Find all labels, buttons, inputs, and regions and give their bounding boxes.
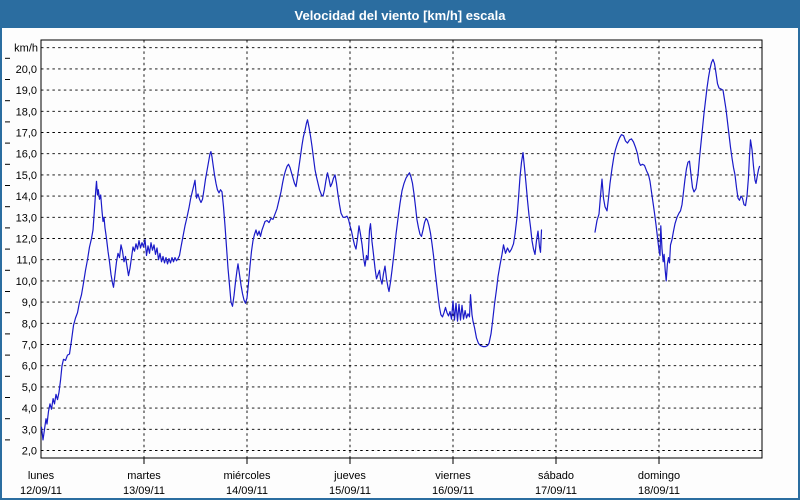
x-day-name-label: sábado: [538, 470, 574, 482]
x-day-date-label: 17/09/11: [535, 485, 577, 497]
y-tick-label: 18,0: [16, 106, 37, 118]
x-day-name-label: miércoles: [223, 470, 271, 482]
y-tick-label: 16,0: [16, 149, 37, 161]
y-tick-label: 7,0: [22, 340, 37, 352]
chart-title-bar: Velocidad del viento [km/h] escala: [2, 2, 798, 28]
wind-speed-line: [594, 58, 761, 282]
y-tick-label: 5,0: [22, 382, 37, 394]
y-tick-label: 14,0: [16, 191, 37, 203]
y-tick-label: 13,0: [16, 212, 37, 224]
y-tick-label: 10,0: [16, 276, 37, 288]
x-day-name-label: lunes: [28, 470, 55, 482]
y-tick-label: 9,0: [22, 297, 37, 309]
y-tick-label: 2,0: [22, 446, 37, 458]
y-axis-unit-label: km/h: [14, 43, 38, 55]
y-tick-label: 20,0: [16, 64, 37, 76]
y-tick-label: 6,0: [22, 361, 37, 373]
x-day-date-label: 12/09/11: [20, 485, 62, 497]
y-tick-label: 4,0: [22, 403, 37, 415]
x-day-date-label: 16/09/11: [432, 485, 474, 497]
chart-title: Velocidad del viento [km/h] escala: [294, 7, 506, 23]
x-day-name-label: viernes: [435, 470, 471, 482]
x-day-date-label: 18/09/11: [638, 485, 680, 497]
y-tick-label: 19,0: [16, 85, 37, 97]
x-day-name-label: martes: [127, 470, 161, 482]
x-day-name-label: domingo: [638, 470, 680, 482]
x-day-name-label: jueves: [333, 470, 366, 482]
y-tick-label: 15,0: [16, 170, 37, 182]
y-tick-label: 12,0: [16, 234, 37, 246]
y-tick-label: 8,0: [22, 318, 37, 330]
y-tick-label: 11,0: [16, 255, 37, 267]
wind-speed-line: [40, 119, 543, 441]
x-day-date-label: 14/09/11: [226, 485, 268, 497]
y-tick-label: 3,0: [22, 424, 37, 436]
y-tick-label: 17,0: [16, 128, 37, 140]
x-day-date-label: 13/09/11: [123, 485, 165, 497]
x-day-date-label: 15/09/11: [329, 485, 371, 497]
plot-border: [40, 39, 763, 459]
